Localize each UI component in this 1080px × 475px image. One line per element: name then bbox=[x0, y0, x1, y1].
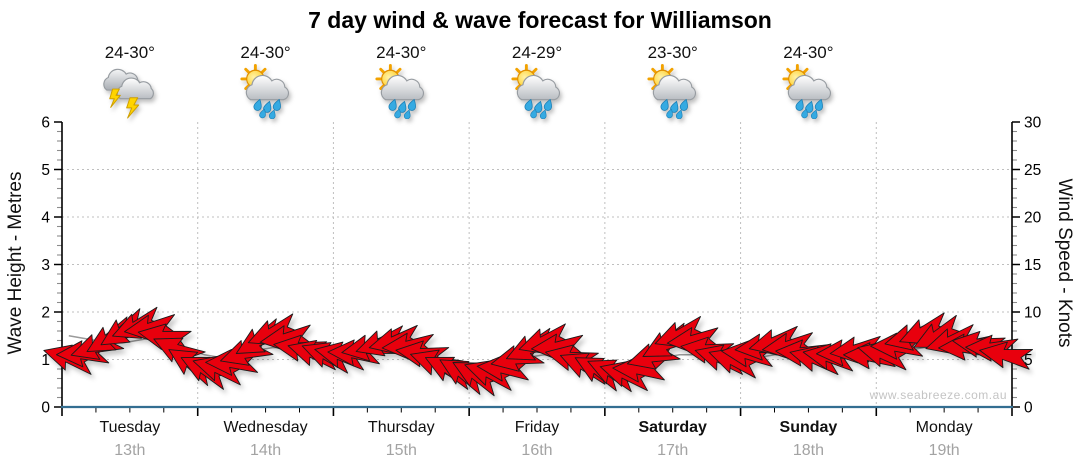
day-temperature: 24-29° bbox=[511, 43, 563, 62]
day-name-label: Saturday bbox=[638, 419, 707, 436]
axis-ticks: 0 1 2 3 4 5 6 0 5 10 15 20 25 30 bbox=[41, 115, 1041, 417]
left-tick-label: 6 bbox=[41, 115, 50, 132]
page-title: 7 day wind & wave forecast for Williamso… bbox=[308, 7, 772, 33]
day-date-label: 16th bbox=[521, 442, 553, 459]
day-name-label: Thursday bbox=[367, 419, 435, 436]
left-tick-label: 1 bbox=[41, 352, 50, 369]
day-date-label: 15th bbox=[385, 442, 417, 459]
day-temperature: 24-30° bbox=[376, 43, 427, 62]
right-tick-label: 30 bbox=[1024, 115, 1042, 132]
left-tick-label: 2 bbox=[41, 305, 50, 322]
right-axis-label: Wind Speed - Knots bbox=[1054, 178, 1075, 348]
day-date-label: 14th bbox=[249, 442, 282, 459]
day-name-label: Wednesday bbox=[223, 419, 308, 436]
day-temperature: 24-30° bbox=[240, 43, 291, 62]
day-name-label: Monday bbox=[915, 419, 973, 436]
wind-barb bbox=[979, 341, 1033, 370]
right-tick-label: 10 bbox=[1024, 305, 1042, 322]
day-date-label: 19th bbox=[928, 442, 960, 459]
day-temperature: 23-30° bbox=[647, 43, 698, 62]
day-name-label: Tuesday bbox=[99, 419, 161, 436]
left-tick-label: 5 bbox=[41, 162, 50, 179]
day-name-label: Sunday bbox=[779, 419, 838, 436]
left-tick-label: 3 bbox=[41, 257, 50, 274]
day-date-label: 18th bbox=[792, 442, 824, 459]
left-axis-label: Wave Height - Metres bbox=[5, 171, 26, 355]
right-tick-label: 15 bbox=[1024, 257, 1041, 274]
day-name-label: Friday bbox=[514, 419, 560, 436]
wind-barbs bbox=[43, 306, 1033, 397]
right-tick-label: 5 bbox=[1024, 352, 1033, 369]
day-date-label: 17th bbox=[657, 442, 689, 459]
day-temperature: 24-30° bbox=[104, 43, 155, 62]
watermark: www.seabreeze.com.au bbox=[869, 388, 1007, 402]
left-tick-label: 0 bbox=[41, 400, 50, 417]
left-tick-label: 4 bbox=[41, 210, 50, 227]
day-date-label: 13th bbox=[114, 442, 146, 459]
day-temperature: 24-30° bbox=[783, 43, 834, 62]
right-tick-label: 25 bbox=[1024, 162, 1041, 179]
right-tick-label: 0 bbox=[1024, 400, 1033, 417]
right-tick-label: 20 bbox=[1024, 210, 1042, 227]
